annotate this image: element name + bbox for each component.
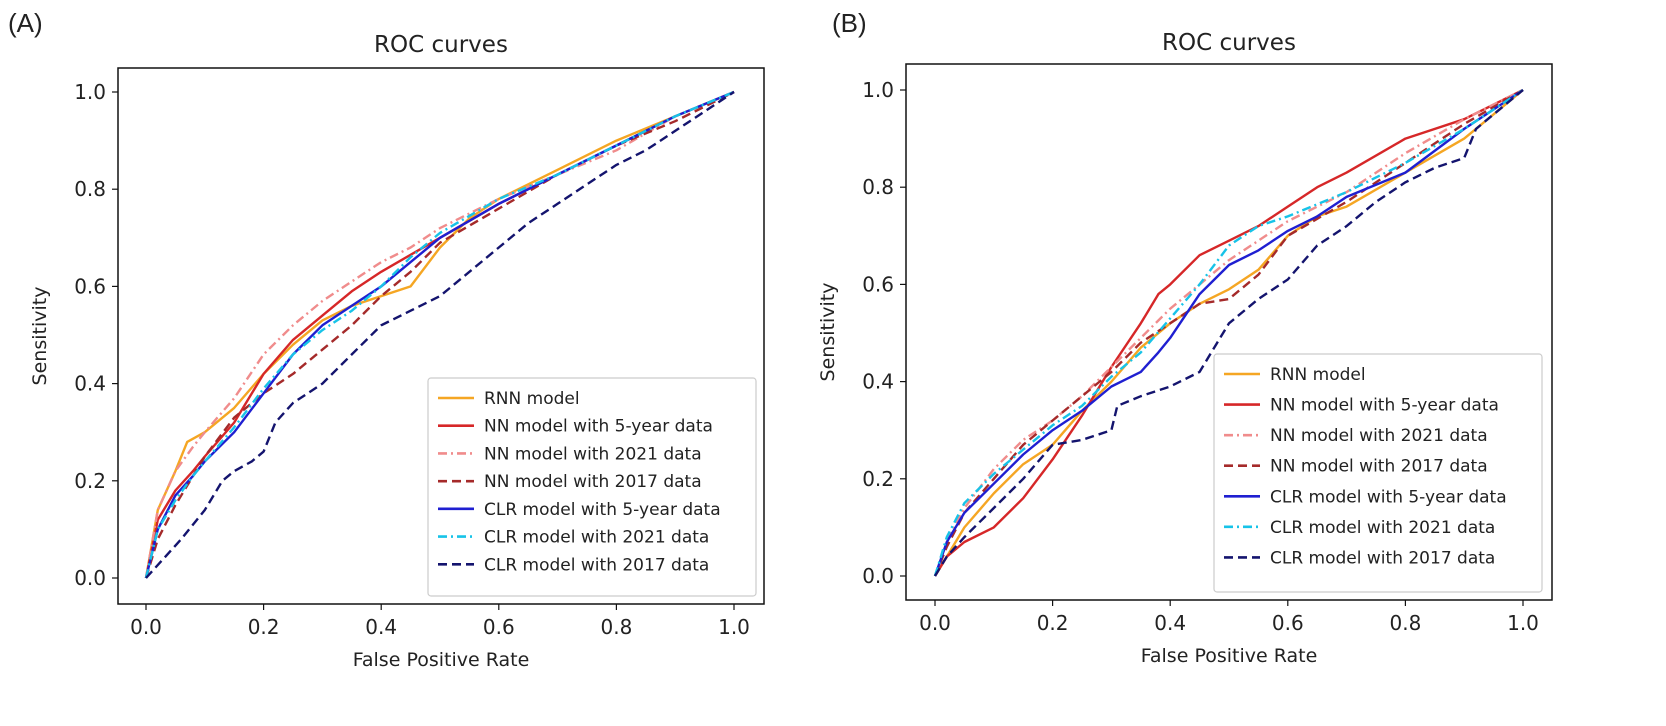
y-axis-label: Sensitivity [29, 287, 51, 386]
y-tick-label: 0.0 [74, 566, 106, 590]
legend-label-6: CLR model with 2017 data [484, 555, 709, 575]
x-axis-label: False Positive Rate [353, 649, 530, 671]
legend-label-1: NN model with 5-year data [484, 417, 713, 437]
y-tick-label: 0.2 [74, 469, 106, 493]
legend-label-4: CLR model with 5-year data [484, 500, 721, 520]
series-line-6 [145, 90, 735, 579]
y-tick-label: 0.6 [74, 274, 106, 298]
x-tick-label: 0.4 [365, 615, 397, 639]
series-line-5 [144, 90, 735, 579]
x-tick-label: 0.6 [483, 615, 515, 639]
x-tick-label: 0.0 [130, 615, 162, 639]
legend-label-5: CLR model with 2021 data [484, 528, 709, 548]
y-tick-label: 1.0 [74, 80, 106, 104]
legend-label-3: NN model with 2017 data [484, 472, 702, 492]
x-tick-label: 1.0 [718, 615, 750, 639]
y-tick-label: 0.8 [74, 177, 106, 201]
legend-label-0: RNN model [484, 389, 580, 409]
chart-title: ROC curves [374, 32, 508, 58]
panel-label-b: (B) [832, 8, 867, 38]
legend-label-2: NN model with 2021 data [484, 444, 702, 464]
panel-label-a: (A) [8, 8, 43, 38]
x-tick-label: 0.8 [600, 615, 632, 639]
legend-box [427, 377, 757, 597]
x-tick-label: 0.2 [248, 615, 280, 639]
plot-frame [117, 67, 765, 605]
y-tick-label: 0.4 [74, 372, 106, 396]
